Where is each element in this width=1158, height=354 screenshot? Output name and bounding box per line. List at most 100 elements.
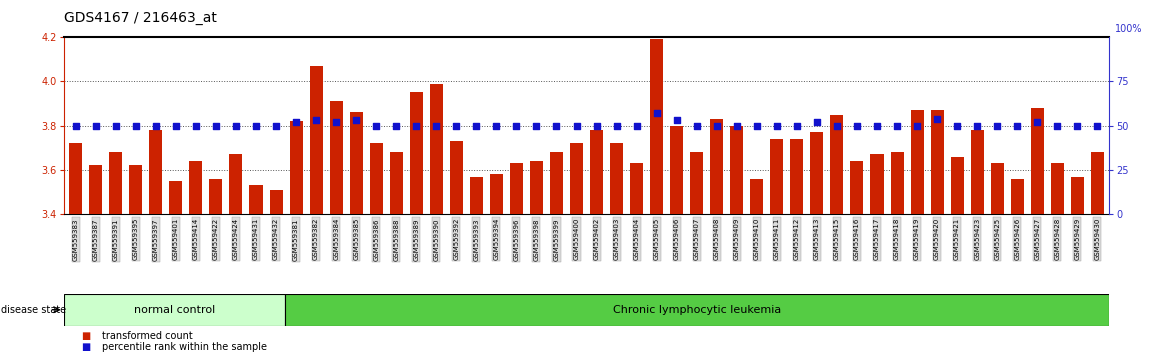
Bar xyxy=(249,185,263,214)
Text: percentile rank within the sample: percentile rank within the sample xyxy=(102,342,266,352)
Point xyxy=(727,123,746,129)
Point xyxy=(327,119,345,125)
Text: GSM559430: GSM559430 xyxy=(1094,218,1100,261)
Bar xyxy=(791,139,804,214)
Point xyxy=(647,110,666,116)
Point xyxy=(1089,123,1107,129)
Point xyxy=(347,118,366,123)
Point xyxy=(167,123,185,129)
Bar xyxy=(470,177,483,214)
Bar xyxy=(1050,163,1064,214)
Text: GSM559425: GSM559425 xyxy=(995,218,1001,260)
Text: GSM559429: GSM559429 xyxy=(1075,218,1080,260)
Bar xyxy=(570,143,582,214)
Text: GSM559407: GSM559407 xyxy=(694,218,699,261)
Text: Chronic lymphocytic leukemia: Chronic lymphocytic leukemia xyxy=(613,305,782,315)
Bar xyxy=(530,161,543,214)
Point xyxy=(467,123,485,129)
Point xyxy=(387,123,405,129)
Text: GSM559431: GSM559431 xyxy=(252,218,259,261)
Bar xyxy=(490,174,503,214)
Point xyxy=(867,123,886,129)
Text: GSM559391: GSM559391 xyxy=(112,218,119,261)
Bar xyxy=(1031,108,1043,214)
Point xyxy=(628,123,646,129)
Point xyxy=(607,123,625,129)
Point xyxy=(768,123,786,129)
Bar xyxy=(830,115,843,214)
Point xyxy=(567,123,586,129)
Point xyxy=(186,123,205,129)
Bar xyxy=(190,161,203,214)
Point xyxy=(828,123,846,129)
Text: GSM559409: GSM559409 xyxy=(734,218,740,261)
Text: GSM559419: GSM559419 xyxy=(914,218,921,261)
Bar xyxy=(951,156,963,214)
Point xyxy=(287,119,306,125)
Text: GSM559418: GSM559418 xyxy=(894,218,900,261)
Text: GSM559394: GSM559394 xyxy=(493,218,499,261)
Bar xyxy=(229,154,242,214)
Point xyxy=(1068,123,1086,129)
Text: GSM559426: GSM559426 xyxy=(1014,218,1020,260)
Bar xyxy=(350,113,362,214)
Point xyxy=(688,123,706,129)
Point xyxy=(367,123,386,129)
Text: GSM559387: GSM559387 xyxy=(93,218,98,261)
Bar xyxy=(910,110,924,214)
Point xyxy=(848,123,866,129)
Bar xyxy=(550,152,563,214)
Point xyxy=(527,123,545,129)
Point xyxy=(447,123,466,129)
Point xyxy=(126,123,145,129)
Text: GSM559389: GSM559389 xyxy=(413,218,419,261)
Bar xyxy=(1091,152,1104,214)
Bar xyxy=(610,143,623,214)
Point xyxy=(787,123,806,129)
Point xyxy=(206,123,225,129)
Text: GSM559408: GSM559408 xyxy=(713,218,720,261)
Text: GSM559410: GSM559410 xyxy=(754,218,760,261)
Bar xyxy=(410,92,423,214)
Text: GSM559432: GSM559432 xyxy=(273,218,279,260)
Text: GSM559396: GSM559396 xyxy=(513,218,520,261)
Text: GSM559427: GSM559427 xyxy=(1034,218,1040,260)
Bar xyxy=(991,163,1004,214)
Text: GSM559406: GSM559406 xyxy=(674,218,680,261)
Point xyxy=(908,123,926,129)
Text: GSM559405: GSM559405 xyxy=(653,218,660,260)
Bar xyxy=(449,141,463,214)
Point xyxy=(107,123,125,129)
Text: GSM559388: GSM559388 xyxy=(394,218,400,261)
Text: GSM559423: GSM559423 xyxy=(974,218,980,260)
Point xyxy=(807,119,826,125)
Point xyxy=(147,123,166,129)
Point xyxy=(406,123,425,129)
Bar xyxy=(811,132,823,214)
Point xyxy=(1007,123,1026,129)
Text: GSM559400: GSM559400 xyxy=(573,218,579,261)
Bar xyxy=(64,294,285,326)
Bar xyxy=(970,130,983,214)
Point xyxy=(548,123,566,129)
Point xyxy=(266,123,285,129)
Text: GSM559392: GSM559392 xyxy=(453,218,460,261)
Text: transformed count: transformed count xyxy=(102,331,192,341)
Bar xyxy=(510,163,523,214)
Text: GSM559381: GSM559381 xyxy=(293,218,299,261)
Text: GSM559415: GSM559415 xyxy=(834,218,840,260)
Text: GSM559386: GSM559386 xyxy=(373,218,379,261)
Point xyxy=(888,123,907,129)
Text: GDS4167 / 216463_at: GDS4167 / 216463_at xyxy=(64,11,217,25)
Bar xyxy=(309,66,323,214)
Bar xyxy=(931,110,944,214)
Bar xyxy=(330,101,343,214)
Bar xyxy=(770,139,783,214)
Text: GSM559416: GSM559416 xyxy=(853,218,860,261)
Text: GSM559424: GSM559424 xyxy=(233,218,239,260)
Text: ■: ■ xyxy=(81,342,90,352)
Bar xyxy=(731,126,743,214)
Bar xyxy=(670,126,683,214)
Text: GSM559401: GSM559401 xyxy=(173,218,178,261)
Text: GSM559383: GSM559383 xyxy=(73,218,79,261)
